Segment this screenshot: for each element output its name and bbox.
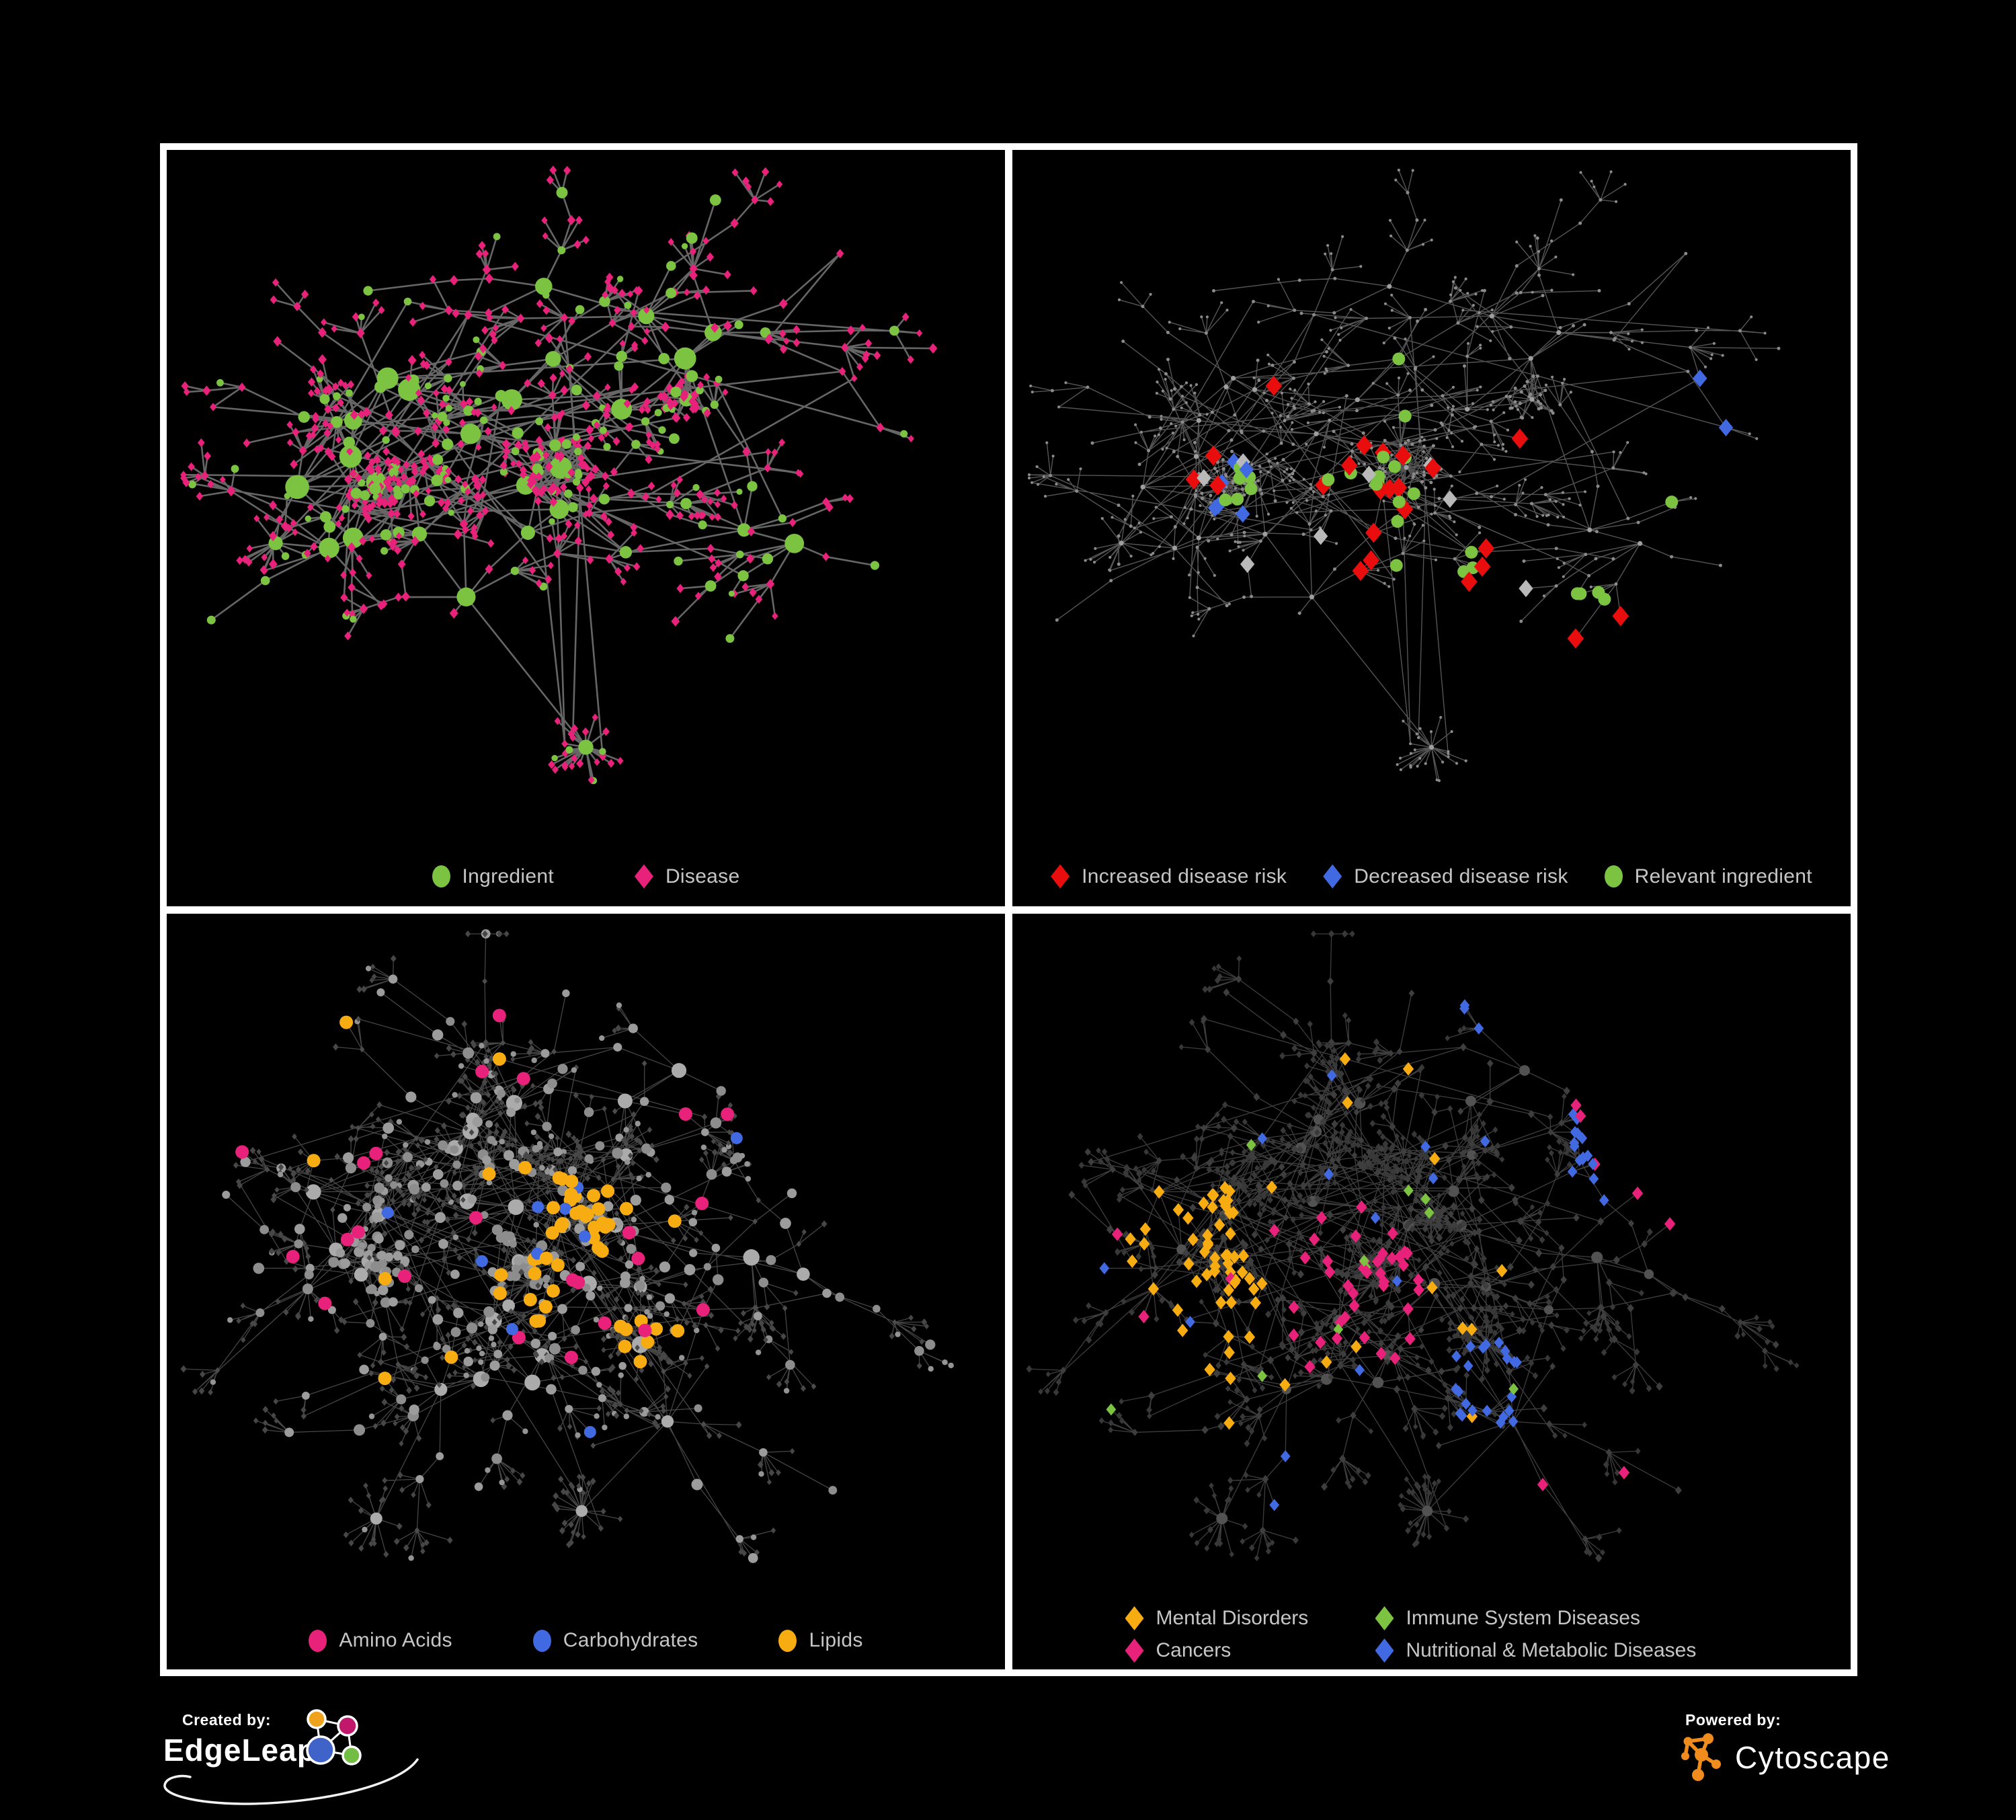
legend-item-immune-system-diseases: Immune System Diseases <box>1375 1606 1738 1630</box>
legend: Amino Acids Carbohydrates Lipids <box>167 1629 1005 1652</box>
legend-label: Relevant ingredient <box>1634 865 1812 887</box>
powered-by-label: Powered by: <box>1685 1711 1781 1729</box>
legend-label: Mental Disorders <box>1156 1607 1309 1629</box>
relevant-ingredient-marker-icon <box>1604 865 1623 887</box>
amino-acids-marker-icon <box>309 1629 327 1652</box>
legend-label: Nutritional & Metabolic Diseases <box>1406 1639 1697 1661</box>
lipids-marker-icon <box>778 1629 797 1652</box>
legend: Mental Disorders Immune System Diseases Ca… <box>1012 1606 1851 1663</box>
nutritional-metabolic-diseases-marker-icon <box>1375 1638 1394 1663</box>
legend-item-ingredient: Ingredient <box>432 865 554 888</box>
created-by-label: Created by: <box>182 1711 272 1729</box>
legend-item-relevant-ingredient: Relevant ingredient <box>1604 865 1812 888</box>
cancers-marker-icon <box>1125 1638 1144 1663</box>
legend-label: Cancers <box>1156 1639 1232 1661</box>
legend-label: Disease <box>665 865 740 887</box>
panel-nutrient-classes: Amino Acids Carbohydrates Lipids <box>167 913 1005 1669</box>
created-by-block: Created by: EdgeLeap <box>163 1709 473 1812</box>
panel-grid: Ingredient Disease Increased disease risk… <box>160 143 1857 1676</box>
cytoscape-brand: Cytoscape <box>1735 1740 1890 1775</box>
legend-label: Carbohydrates <box>563 1629 698 1651</box>
legend-item-increased-disease-risk: Increased disease risk <box>1051 864 1287 889</box>
disease-marker-icon <box>634 864 653 889</box>
legend-item-decreased-disease-risk: Decreased disease risk <box>1323 864 1568 889</box>
legend: Increased disease risk Decreased disease … <box>1012 864 1851 889</box>
mental-disorders-marker-icon <box>1125 1606 1144 1630</box>
legend-label: Lipids <box>809 1629 863 1651</box>
ingredient-disease-network-graph <box>180 165 938 785</box>
legend-item-carbohydrates: Carbohydrates <box>532 1629 698 1652</box>
powered-by-block: Powered by: Cytoscape <box>1679 1711 1961 1798</box>
legend-label: Amino Acids <box>339 1629 452 1651</box>
legend-item-amino-acids: Amino Acids <box>309 1629 452 1652</box>
decreased-disease-risk-marker-icon <box>1323 864 1342 889</box>
cytoscape-logo-icon <box>1681 1733 1721 1781</box>
legend: Ingredient Disease <box>167 864 1005 889</box>
edgeleap-brand: EdgeLeap <box>163 1733 317 1768</box>
legend-item-disease: Disease <box>634 864 740 889</box>
immune-system-diseases-marker-icon <box>1375 1606 1394 1630</box>
legend-label: Immune System Diseases <box>1406 1607 1640 1629</box>
legend-label: Decreased disease risk <box>1354 865 1568 887</box>
ingredient-marker-icon <box>432 865 450 887</box>
legend-label: Ingredient <box>462 865 554 887</box>
carbohydrates-marker-icon <box>532 1629 551 1652</box>
nutrient-classes-network-graph <box>180 928 954 1563</box>
edgeleap-logo-icon <box>306 1709 362 1766</box>
legend-item-nutritional-metabolic-diseases: Nutritional & Metabolic Diseases <box>1375 1638 1738 1663</box>
legend-item-lipids: Lipids <box>778 1629 862 1652</box>
panel-disease-classes: Mental Disorders Immune System Diseases Ca… <box>1012 913 1851 1669</box>
increased-disease-risk-marker-icon <box>1051 864 1070 889</box>
legend-item-cancers: Cancers <box>1125 1638 1375 1663</box>
legend-label: Increased disease risk <box>1082 865 1287 887</box>
disease-classes-network-graph <box>1026 930 1800 1562</box>
disease-risk-network-graph <box>1027 168 1781 783</box>
panel-disease-risk: Increased disease risk Decreased disease … <box>1012 150 1851 906</box>
legend-item-mental-disorders: Mental Disorders <box>1125 1606 1375 1630</box>
panel-ingredient-disease: Ingredient Disease <box>167 150 1005 906</box>
